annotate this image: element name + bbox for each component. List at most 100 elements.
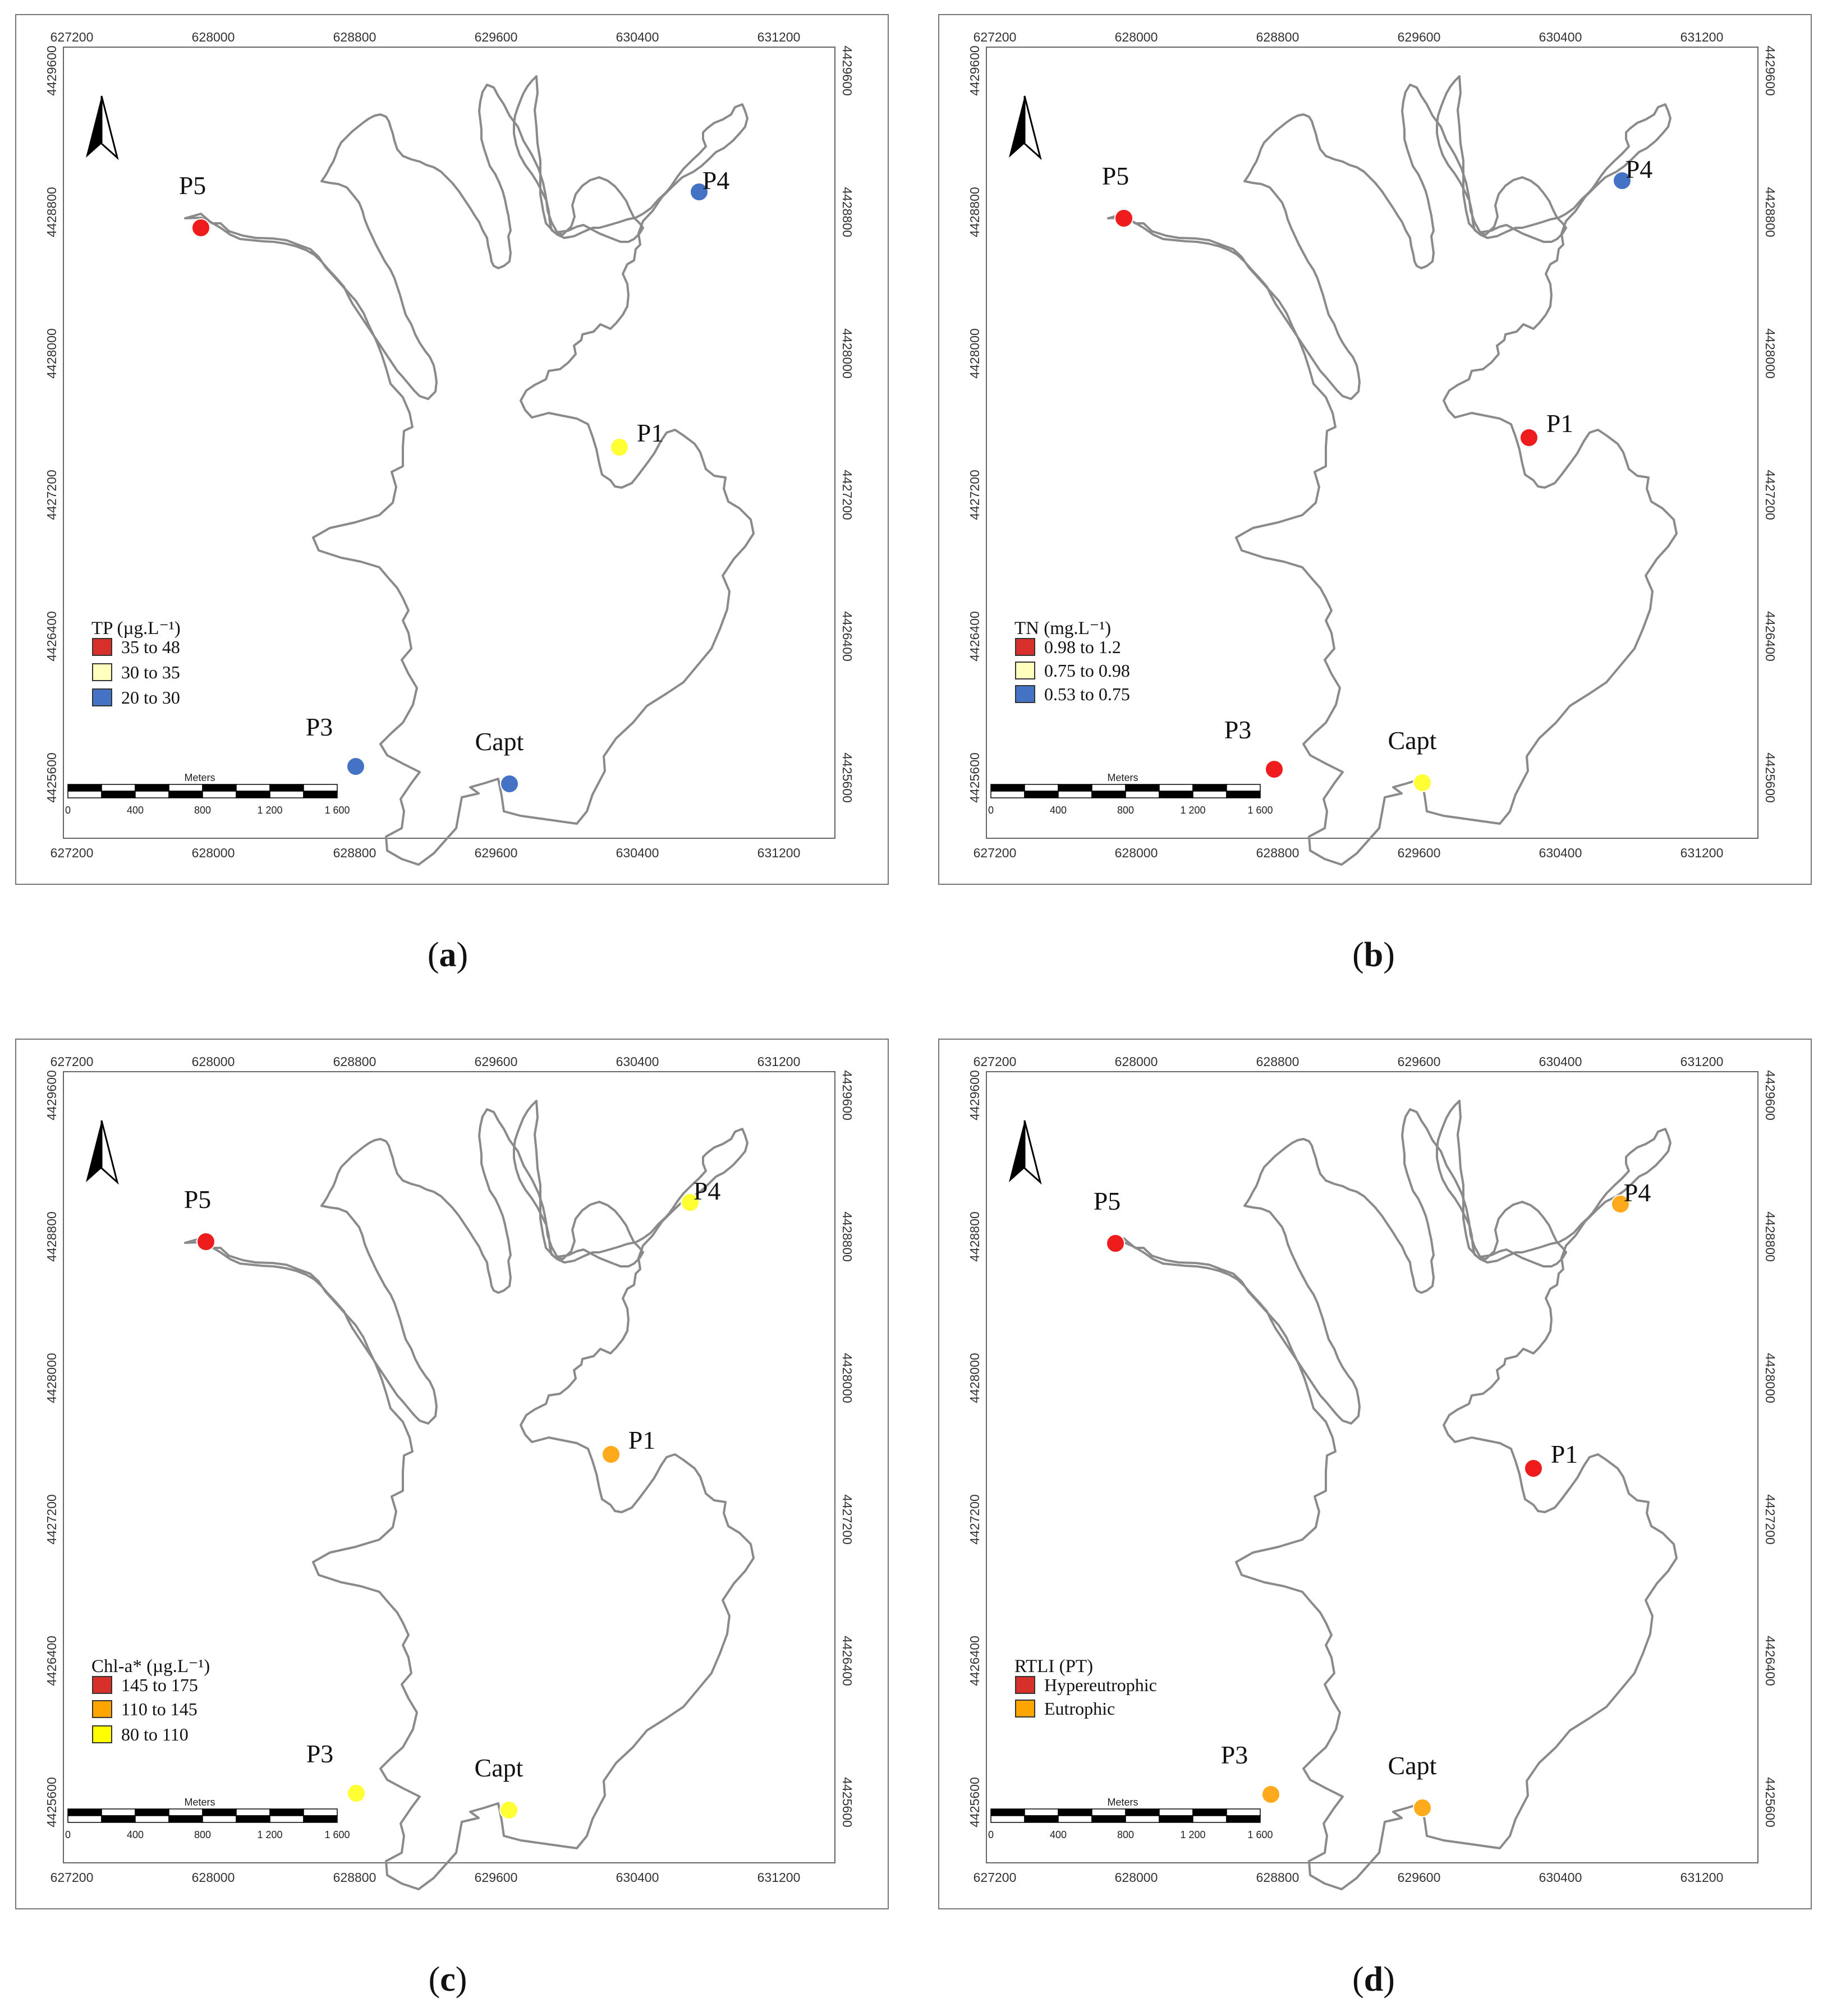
scale-bar-segment xyxy=(1091,1815,1126,1823)
scale-bar-tick: 1 600 xyxy=(324,805,350,816)
x-tick-top: 627200 xyxy=(974,1054,1017,1069)
scale-bar-tick: 0 xyxy=(988,1829,994,1840)
scale-bar-segment xyxy=(1024,1808,1059,1816)
scale-bar-segment xyxy=(1192,784,1227,792)
scale-bar-segment xyxy=(202,784,237,792)
scale-bar: Meters 0 400 800 1 200 1 600 xyxy=(65,1797,350,1840)
reservoir-outline xyxy=(1107,75,1678,866)
scale-bar-segment xyxy=(1058,784,1092,792)
y-tick-right: 4429600 xyxy=(1763,45,1778,96)
panel-caption: (b) xyxy=(1352,936,1395,974)
scale-bar-segment xyxy=(1024,791,1059,798)
north-arrow-icon xyxy=(86,95,119,160)
scale-bar-tick: 1 200 xyxy=(257,805,282,816)
scale-bar-tick: 1 600 xyxy=(1247,805,1273,816)
x-tick-bottom: 628000 xyxy=(1115,1870,1158,1885)
legend-item-label: 110 to 145 xyxy=(121,1699,198,1719)
legend-swatch xyxy=(92,688,112,706)
scale-bar-title: Meters xyxy=(184,772,215,783)
scale-bar-title: Meters xyxy=(184,1797,215,1808)
y-tick-right: 4427200 xyxy=(840,1494,855,1545)
station-capt-label: Capt xyxy=(475,727,524,756)
x-tick-bottom: 627200 xyxy=(974,846,1017,860)
y-tick-left: 4427200 xyxy=(967,470,982,520)
scale-bar-segment xyxy=(202,1815,237,1823)
x-tick-bottom: 628800 xyxy=(1256,1870,1299,1885)
scale-bar-segment xyxy=(135,784,169,792)
caption-letter: a xyxy=(439,936,457,974)
station-p5-label: P5 xyxy=(1102,162,1129,190)
scale-bar-segment xyxy=(168,791,203,798)
scale-bar-segment xyxy=(236,1815,270,1823)
station-p5-marker xyxy=(1106,1234,1125,1253)
y-tick-right: 4427200 xyxy=(1763,1494,1778,1545)
y-tick-left: 4426400 xyxy=(44,1636,59,1686)
legend-swatch xyxy=(1015,1676,1035,1694)
y-tick-right: 4425600 xyxy=(840,752,855,803)
scale-bar-segment xyxy=(1226,791,1261,798)
x-tick-bottom: 628000 xyxy=(1115,846,1158,860)
y-tick-left: 4428800 xyxy=(967,187,982,237)
scale-bar-tick: 800 xyxy=(1117,1829,1134,1840)
x-tick-top: 630400 xyxy=(1539,30,1582,44)
station-capt-label: Capt xyxy=(1388,726,1437,755)
legend-swatch xyxy=(92,1700,112,1718)
map-panel-d: 627200 627200 628000 628000 628800 628800 6296… xyxy=(938,1039,1812,1909)
north-arrow-right xyxy=(1023,95,1042,160)
north-arrow-left xyxy=(1009,1120,1025,1182)
caption-paren: ( xyxy=(1352,936,1364,974)
scale-bar-segment xyxy=(101,791,136,798)
map-panel-a: 627200 627200 628000 628000 628800 628800 6296… xyxy=(15,14,889,885)
panel-caption: (c) xyxy=(429,1960,467,1999)
x-tick-top: 629600 xyxy=(475,1054,518,1069)
panel-caption: (a) xyxy=(428,936,468,974)
y-tick-left: 4428000 xyxy=(967,1353,982,1403)
caption-paren: ( xyxy=(428,936,439,974)
y-tick-left: 4428800 xyxy=(967,1211,982,1262)
legend-item-label: 0.53 to 0.75 xyxy=(1044,684,1130,704)
station-capt-label: Capt xyxy=(1388,1751,1437,1780)
scale-bar-segment xyxy=(1091,1808,1126,1816)
station-p1-label: P1 xyxy=(628,1426,656,1454)
y-tick-right: 4429600 xyxy=(840,45,855,96)
legend-item-label: 0.98 to 1.2 xyxy=(1044,637,1121,657)
scale-bar-tick: 0 xyxy=(65,805,71,816)
scale-bar-title: Meters xyxy=(1107,772,1138,783)
station-p1-marker xyxy=(610,438,629,457)
scale-bar-segment xyxy=(135,1815,169,1823)
legend-item-label: Hypereutrophic xyxy=(1044,1675,1157,1695)
station-p5-marker xyxy=(1114,209,1133,228)
y-tick-right: 4428800 xyxy=(840,187,855,237)
x-tick-top: 631200 xyxy=(1680,30,1724,44)
y-tick-right: 4428000 xyxy=(840,1353,855,1403)
map-panel-b: 627200 627200 628000 628000 628800 628800 6296… xyxy=(938,14,1812,885)
scale-bar-segment xyxy=(1125,1815,1160,1823)
station-capt-marker xyxy=(499,1801,518,1820)
north-arrow-right xyxy=(100,95,119,160)
scale-bar: Meters 0 400 800 1 200 1 600 xyxy=(65,772,350,816)
y-tick-left: 4429600 xyxy=(44,1070,59,1120)
station-p4-label: P4 xyxy=(1625,155,1653,183)
scale-bar-tick: 1 200 xyxy=(1180,805,1205,816)
scale-bar-segment xyxy=(1125,1808,1160,1816)
scale-bar-segment xyxy=(101,1808,136,1816)
legend-title: RTLI (PT) xyxy=(1014,1656,1093,1677)
north-arrow-right xyxy=(1023,1120,1042,1185)
x-tick-top: 630400 xyxy=(616,1054,659,1069)
y-tick-right: 4425600 xyxy=(1763,1777,1778,1827)
reservoir-outline xyxy=(184,75,755,866)
scale-bar-segment xyxy=(1058,1815,1092,1823)
x-tick-bottom: 629600 xyxy=(1398,1870,1441,1885)
station-p3-label: P3 xyxy=(306,1739,334,1768)
scale-bar-segment xyxy=(269,791,304,798)
y-tick-left: 4426400 xyxy=(44,611,59,662)
scale-bar-segment xyxy=(1159,1815,1193,1823)
y-tick-left: 4426400 xyxy=(967,611,982,662)
north-arrow-right xyxy=(100,1120,119,1185)
y-tick-right: 4428800 xyxy=(1763,187,1778,237)
caption-paren: ( xyxy=(429,1960,440,1999)
station-p4-marker xyxy=(681,1193,700,1212)
scale-bar-tick: 400 xyxy=(127,805,144,816)
x-tick-bottom: 627200 xyxy=(974,1870,1017,1885)
y-tick-right: 4427200 xyxy=(840,470,855,520)
